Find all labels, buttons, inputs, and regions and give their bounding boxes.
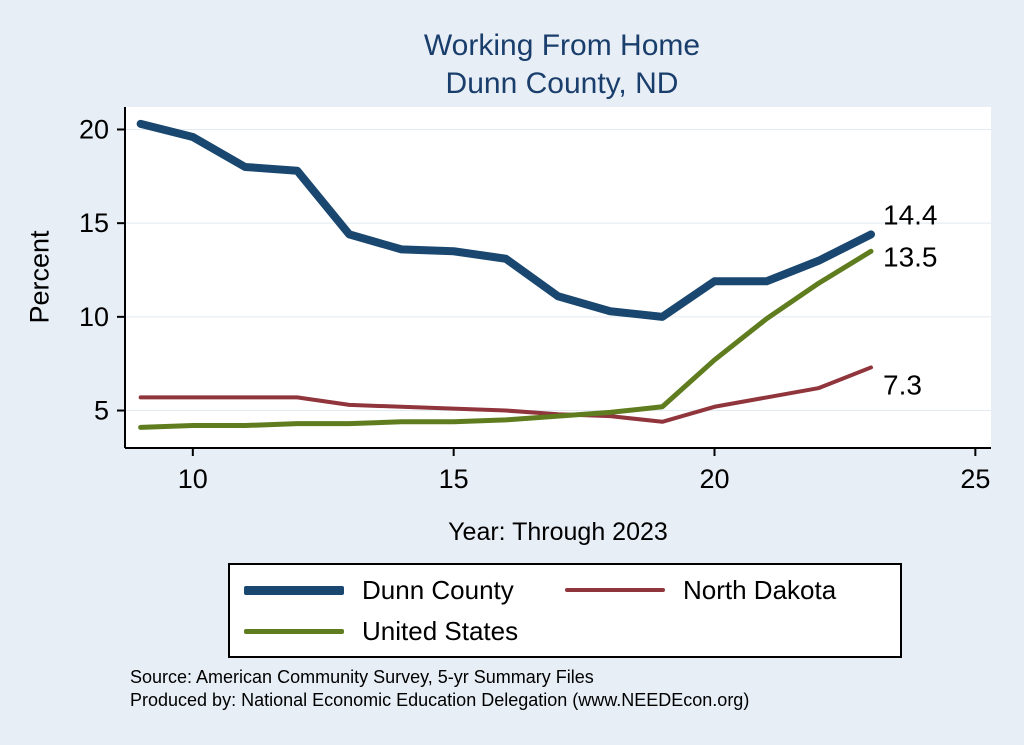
legend-label-united-states: United States bbox=[362, 615, 519, 646]
plot-background bbox=[125, 107, 991, 448]
chart-title: Working From Home Dunn County, ND bbox=[100, 27, 1024, 103]
legend-line-sample-dunn-county bbox=[244, 585, 344, 595]
series-line-dunn-county bbox=[136, 119, 876, 321]
chart-title-line2: Dunn County, ND bbox=[445, 67, 679, 100]
x-tick-label: 20 bbox=[699, 464, 729, 494]
y-axis-title: Percent bbox=[24, 230, 55, 324]
y-tick-label: 15 bbox=[79, 208, 109, 238]
produced-by-line: Produced by: National Economic Education… bbox=[130, 690, 750, 710]
y-tick-label: 5 bbox=[94, 396, 109, 426]
end-value-label-north-dakota: 7.3 bbox=[883, 369, 922, 400]
x-axis-title: Year: Through 2023 bbox=[448, 518, 668, 546]
x-tick-label: 15 bbox=[439, 464, 469, 494]
legend-item-north-dakota: North Dakota bbox=[565, 575, 886, 606]
source-line: Source: American Community Survey, 5-yr … bbox=[130, 667, 594, 687]
y-tick-label: 20 bbox=[79, 114, 109, 144]
legend-item-dunn-county: Dunn County bbox=[244, 575, 565, 606]
chart-title-line1: Working From Home bbox=[423, 29, 701, 62]
end-value-label-dunn-county: 14.4 bbox=[883, 199, 938, 230]
legend-line-sample-united-states bbox=[244, 628, 344, 634]
legend-item-united-states: United States bbox=[244, 616, 565, 647]
source-note: Source: American Community Survey, 5-yr … bbox=[130, 666, 749, 712]
series-line-united-states bbox=[138, 248, 874, 430]
series-line-north-dakota bbox=[138, 365, 874, 424]
end-value-label-united-states: 13.5 bbox=[883, 241, 938, 272]
x-tick-label: 25 bbox=[960, 464, 990, 494]
x-tick-label: 10 bbox=[178, 464, 208, 494]
legend-label-dunn-county: Dunn County bbox=[362, 574, 514, 605]
y-tick-label: 10 bbox=[79, 302, 109, 332]
legend-line-sample-north-dakota bbox=[565, 588, 665, 592]
legend-label-north-dakota: North Dakota bbox=[683, 574, 837, 605]
legend: Dunn County North Dakota United States bbox=[228, 563, 902, 658]
